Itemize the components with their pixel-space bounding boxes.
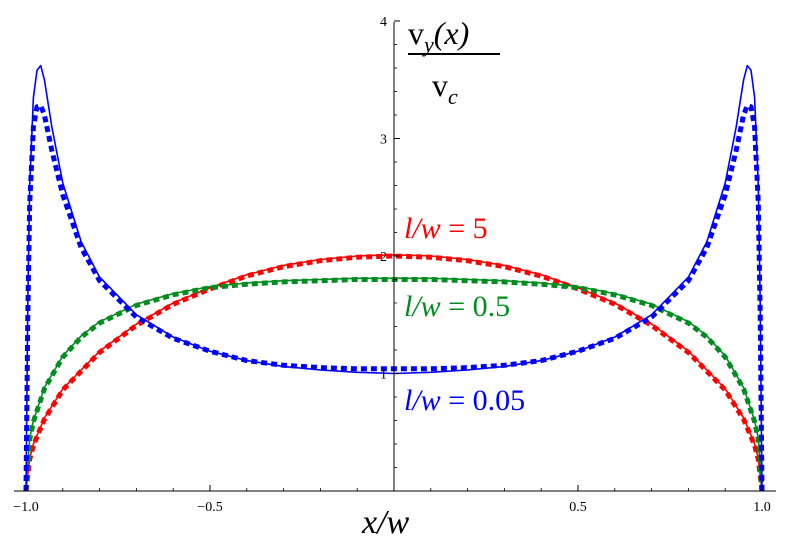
ylabel-subscript: y <box>422 32 434 57</box>
x-axis-title: x/w <box>361 504 410 541</box>
label-lw-5-suffix: = 5 <box>441 212 488 245</box>
label-lw-5: l/w = 5 <box>404 212 488 245</box>
ylabel-base: v <box>432 67 448 103</box>
x-tick-label: 1.0 <box>753 500 771 515</box>
x-tick-label: −0.5 <box>197 500 222 515</box>
label-lw-5-prefix: l/w <box>404 212 441 245</box>
x-tick-label: −1.0 <box>13 500 38 515</box>
y-tick-label: 3 <box>380 133 387 148</box>
label-lw-0-5-prefix: l/w <box>404 290 441 323</box>
ylabel-rest: (x) <box>434 15 470 51</box>
axis-ticks: −1.0 −0.5 0.5 1.0 1 2 3 4 <box>13 15 770 515</box>
label-lw-0-5-suffix: = 0.5 <box>441 290 510 323</box>
y-axis-title-denominator: vc <box>432 67 458 109</box>
y-axis-title: vy(x) vc <box>408 15 500 109</box>
label-lw-0-05: l/w = 0.05 <box>404 384 525 417</box>
ylabel-subscript: c <box>448 84 458 109</box>
label-lw-0-5: l/w = 0.5 <box>404 290 510 323</box>
label-lw-0-05-suffix: = 0.05 <box>441 384 525 417</box>
y-axis-title-numerator: vy(x) <box>408 15 469 57</box>
y-tick-label: 1 <box>380 368 387 383</box>
x-tick-label: 0.5 <box>569 500 587 515</box>
y-tick-label: 2 <box>380 250 387 265</box>
y-tick-label: 4 <box>380 15 387 30</box>
ylabel-base: v <box>408 15 424 51</box>
label-lw-0-05-prefix: l/w <box>404 384 441 417</box>
